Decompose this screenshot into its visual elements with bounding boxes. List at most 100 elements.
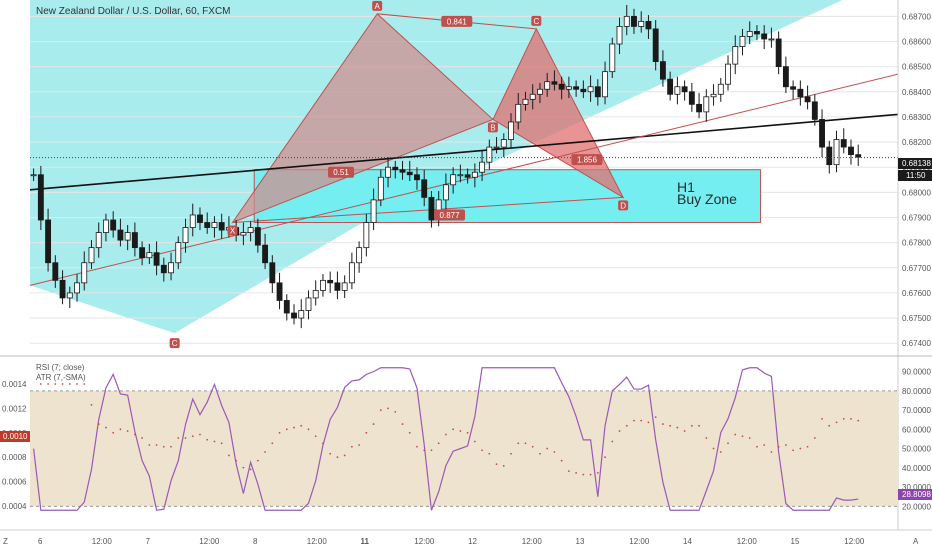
time-label: 6 — [38, 537, 43, 546]
atr-dot — [850, 417, 852, 420]
candle-body — [471, 171, 478, 178]
atr-dot — [539, 452, 541, 455]
atr-dot — [235, 459, 238, 462]
atr-tick: 0.0006 — [2, 478, 27, 487]
candle-body — [218, 222, 225, 231]
point-tag — [227, 225, 238, 236]
atr-dot — [517, 442, 520, 445]
atr-dot — [249, 468, 252, 471]
atr-dot — [567, 470, 570, 473]
candle-body — [428, 196, 435, 221]
rsi-line — [33, 367, 859, 511]
rsi-tick: 80.0000 — [902, 387, 931, 396]
price-axis[interactable]: 0.68700 0.68600 0.68500 0.68400 0.68300 0.682… — [897, 0, 931, 530]
point-tag — [487, 122, 498, 133]
harmonic-pattern-left — [231, 13, 494, 224]
candle-body — [66, 292, 73, 299]
atr-last-tag: 0.0010 — [0, 431, 30, 442]
price-tick: 0.68600 — [902, 37, 931, 46]
indicator-grid — [30, 390, 898, 507]
atr-dot — [54, 383, 57, 385]
atr-dot — [473, 440, 476, 443]
candle-body — [782, 66, 789, 88]
candle-body — [305, 297, 312, 311]
atr-dot — [676, 426, 679, 429]
atr-dot — [343, 454, 346, 457]
candlesticks — [30, 5, 862, 329]
atr-dot — [589, 473, 592, 476]
atr-dot — [654, 416, 657, 419]
trend-lines[interactable] — [29, 13, 899, 286]
candle-body — [392, 166, 399, 171]
candle-body — [826, 146, 833, 166]
candle-body — [348, 262, 355, 284]
candle-body — [110, 219, 117, 231]
candle-body — [515, 103, 522, 123]
rsi-last-tag: 28.8098 — [898, 489, 932, 500]
time-axis[interactable]: 6 12:00 7 12:00 8 12:00 11 12:00 12 12:00 13 12:00 1… — [0, 529, 932, 546]
atr-dot — [705, 437, 708, 439]
time-label: 12:00 — [307, 537, 328, 546]
candle-body — [493, 146, 500, 149]
countdown-value: 11:50 — [906, 171, 926, 180]
candle-body — [688, 91, 695, 105]
atr-dot — [604, 456, 606, 459]
fib-tag-text: 0.841 — [447, 17, 468, 26]
atr-dot — [683, 430, 686, 432]
point-tag-text: C — [172, 339, 178, 348]
time-label: 13 — [576, 537, 585, 546]
atr-dot — [213, 440, 216, 443]
atr-dot — [112, 431, 115, 434]
candle-body — [558, 83, 565, 90]
atr-dot — [727, 442, 729, 445]
atr-dot — [719, 451, 722, 453]
candle-body — [52, 262, 59, 281]
candle-body — [732, 46, 739, 65]
time-label: 15 — [791, 537, 800, 546]
atr-dot — [510, 452, 512, 455]
atr-dot — [68, 383, 71, 385]
atr-dot — [821, 417, 823, 420]
atr-last-value: 0.0010 — [3, 432, 28, 441]
atr-dot — [394, 410, 397, 413]
atr-dot — [76, 383, 78, 385]
rsi-axis[interactable]: 90.0000 80.0000 70.0000 60.0000 50.0000 40.00… — [902, 368, 931, 512]
candle-body — [377, 176, 384, 201]
atr-dot — [430, 449, 433, 452]
candle-body — [327, 279, 334, 284]
candle-body — [175, 242, 182, 264]
candle-body — [247, 227, 254, 233]
rsi-tick: 90.0000 — [902, 368, 931, 377]
rsi-tick: 40.0000 — [902, 464, 931, 473]
atr-dot — [582, 473, 585, 476]
atr-dot — [502, 465, 505, 467]
time-label: 14 — [683, 537, 692, 546]
atr-dot — [495, 463, 498, 466]
candle-body — [674, 86, 681, 95]
candle-body — [811, 101, 818, 120]
price-tick: 0.68200 — [902, 138, 931, 147]
atr-dot — [445, 433, 447, 436]
fib-tag-text: 1.856 — [577, 156, 598, 165]
atr-dot — [61, 383, 64, 385]
atr-dot — [336, 456, 339, 459]
atr-dot — [560, 459, 563, 462]
atr-dot — [126, 430, 129, 432]
candle-body — [59, 279, 66, 299]
atr-dot — [358, 444, 361, 446]
trend-line — [29, 113, 899, 191]
atr-dot — [416, 445, 418, 448]
atr-dot — [531, 445, 534, 448]
candle-body — [696, 103, 703, 113]
candle-body — [508, 121, 514, 140]
candle-body — [746, 31, 753, 37]
candle-body — [363, 222, 370, 249]
candle-body — [189, 214, 196, 228]
atr-dot — [350, 445, 353, 448]
atr-dot — [777, 445, 780, 448]
candle-body — [37, 174, 44, 221]
atr-dot — [546, 447, 549, 450]
fib-tag — [441, 15, 473, 27]
atr-dot — [242, 466, 245, 469]
atr-dot — [828, 424, 831, 427]
